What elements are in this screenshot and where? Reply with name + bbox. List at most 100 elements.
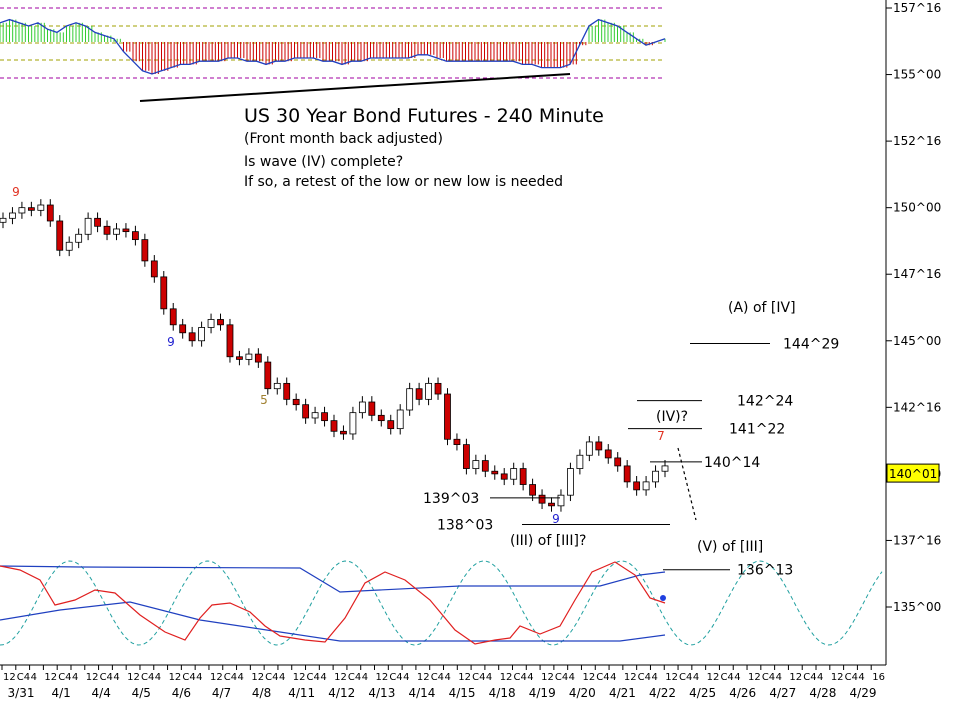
- candle-up-body: [567, 468, 574, 496]
- level-label: 139^03: [423, 491, 479, 507]
- candle-down-body: [321, 412, 328, 422]
- chart-note-1: Is wave (IV) complete?: [244, 154, 403, 170]
- candle-up-body: [0, 217, 7, 223]
- candle: [642, 476, 650, 496]
- candle-down-body: [444, 393, 451, 440]
- time-tick-label: C4: [307, 672, 320, 683]
- date-label: 4/8: [252, 686, 271, 700]
- candle-down-body: [340, 430, 347, 435]
- wave-label: (III) of [III]?: [510, 533, 586, 549]
- candle-down-body: [169, 308, 177, 326]
- candle: [65, 236, 73, 257]
- candle-down-body: [94, 217, 101, 227]
- candle-up-body: [113, 228, 120, 235]
- candle: [84, 212, 92, 241]
- date-label: 4/27: [769, 686, 796, 700]
- candle-down-body: [131, 231, 139, 241]
- time-tick-label: C4: [431, 672, 444, 683]
- candle-down-body: [614, 457, 622, 467]
- candle-up-body: [576, 454, 584, 469]
- level-label: 142^24: [737, 394, 793, 410]
- time-tick-label: 4: [403, 672, 409, 683]
- candle: [254, 348, 262, 368]
- candle: [264, 356, 272, 395]
- candle-up-body: [585, 441, 593, 456]
- candle: [585, 436, 593, 462]
- candle: [321, 406, 328, 427]
- date-label: 4/11: [288, 686, 315, 700]
- time-tick-label: 12: [210, 672, 223, 683]
- candle-down-body: [188, 332, 196, 342]
- date-label: 4/28: [809, 686, 836, 700]
- candle-down-body: [254, 353, 262, 363]
- candle: [623, 460, 631, 488]
- candle-up-body: [396, 409, 404, 430]
- candle: [472, 454, 480, 475]
- time-tick-label: 12: [293, 672, 306, 683]
- price-tick-label: 152^16: [893, 134, 941, 148]
- chart-title: US 30 Year Bond Futures - 240 Minute: [244, 105, 604, 127]
- candle: [245, 348, 253, 366]
- candle: [614, 452, 622, 472]
- candle-up-body: [406, 388, 414, 411]
- date-label: 3/31: [8, 686, 35, 700]
- candle: [330, 414, 338, 438]
- time-tick-label: C4: [845, 672, 858, 683]
- date-label: 4/25: [689, 686, 716, 700]
- date-label: 4/18: [489, 686, 516, 700]
- candle: [150, 255, 158, 283]
- time-tick-label: C4: [17, 672, 30, 683]
- price-tick-label: 135^00: [893, 600, 941, 614]
- divergence-trendline: [139, 73, 571, 102]
- candle: [56, 215, 64, 257]
- candle-down-body: [283, 382, 291, 400]
- candle-down-body: [387, 420, 395, 430]
- price-tick-label: 142^16: [893, 400, 941, 414]
- title-block: US 30 Year Bond Futures - 240 Minute (Fr…: [244, 105, 604, 190]
- candle-up-body: [358, 401, 366, 414]
- count-labels: 9 9 5 9 7: [12, 185, 665, 526]
- candle-down-body: [302, 404, 310, 419]
- candle-up-body: [661, 465, 669, 472]
- time-tick-label: 4: [238, 672, 244, 683]
- candle: [444, 388, 451, 446]
- candle: [198, 321, 206, 347]
- candle: [207, 313, 215, 334]
- candle-down-body: [491, 470, 499, 475]
- candle: [226, 318, 234, 363]
- price-tick-label: 145^00: [893, 334, 941, 348]
- date-label: 4/15: [449, 686, 476, 700]
- candle-up-body: [9, 212, 16, 219]
- candle-down-body: [236, 356, 243, 360]
- candle: [141, 233, 149, 267]
- time-tick-label: 4: [776, 672, 782, 683]
- count-label: 9: [12, 185, 20, 199]
- candle-up-body: [349, 412, 357, 435]
- candle-up-body: [273, 382, 281, 390]
- candle: [368, 396, 376, 422]
- time-tick-label: 12: [582, 672, 595, 683]
- level-label: 138^03: [437, 517, 493, 533]
- date-label: 4/4: [92, 686, 111, 700]
- candle-down-body: [434, 382, 442, 395]
- candle-up-body: [510, 468, 518, 480]
- level-label: 140^14: [704, 455, 760, 471]
- price-candles: [0, 199, 669, 512]
- time-tick-label: C4: [58, 672, 71, 683]
- date-label: 4/21: [609, 686, 636, 700]
- date-label: 4/29: [850, 686, 877, 700]
- candle-up-body: [557, 494, 565, 507]
- time-tick-label: 4: [155, 672, 161, 683]
- time-tick-label: C4: [513, 672, 526, 683]
- candle: [311, 406, 319, 424]
- chart-subtitle: (Front month back adjusted): [244, 131, 443, 147]
- price-tick-label: 157^16: [893, 1, 941, 15]
- price-axis: 157^16 155^00 152^16 150^00 147^16 145^00 142^…: [885, 0, 941, 665]
- candle-up-body: [472, 460, 480, 469]
- candle: [273, 377, 281, 395]
- candle-down-body: [415, 388, 423, 400]
- price-tick-label: 155^00: [893, 68, 941, 82]
- candle-down-body: [623, 465, 631, 483]
- candle: [37, 199, 45, 217]
